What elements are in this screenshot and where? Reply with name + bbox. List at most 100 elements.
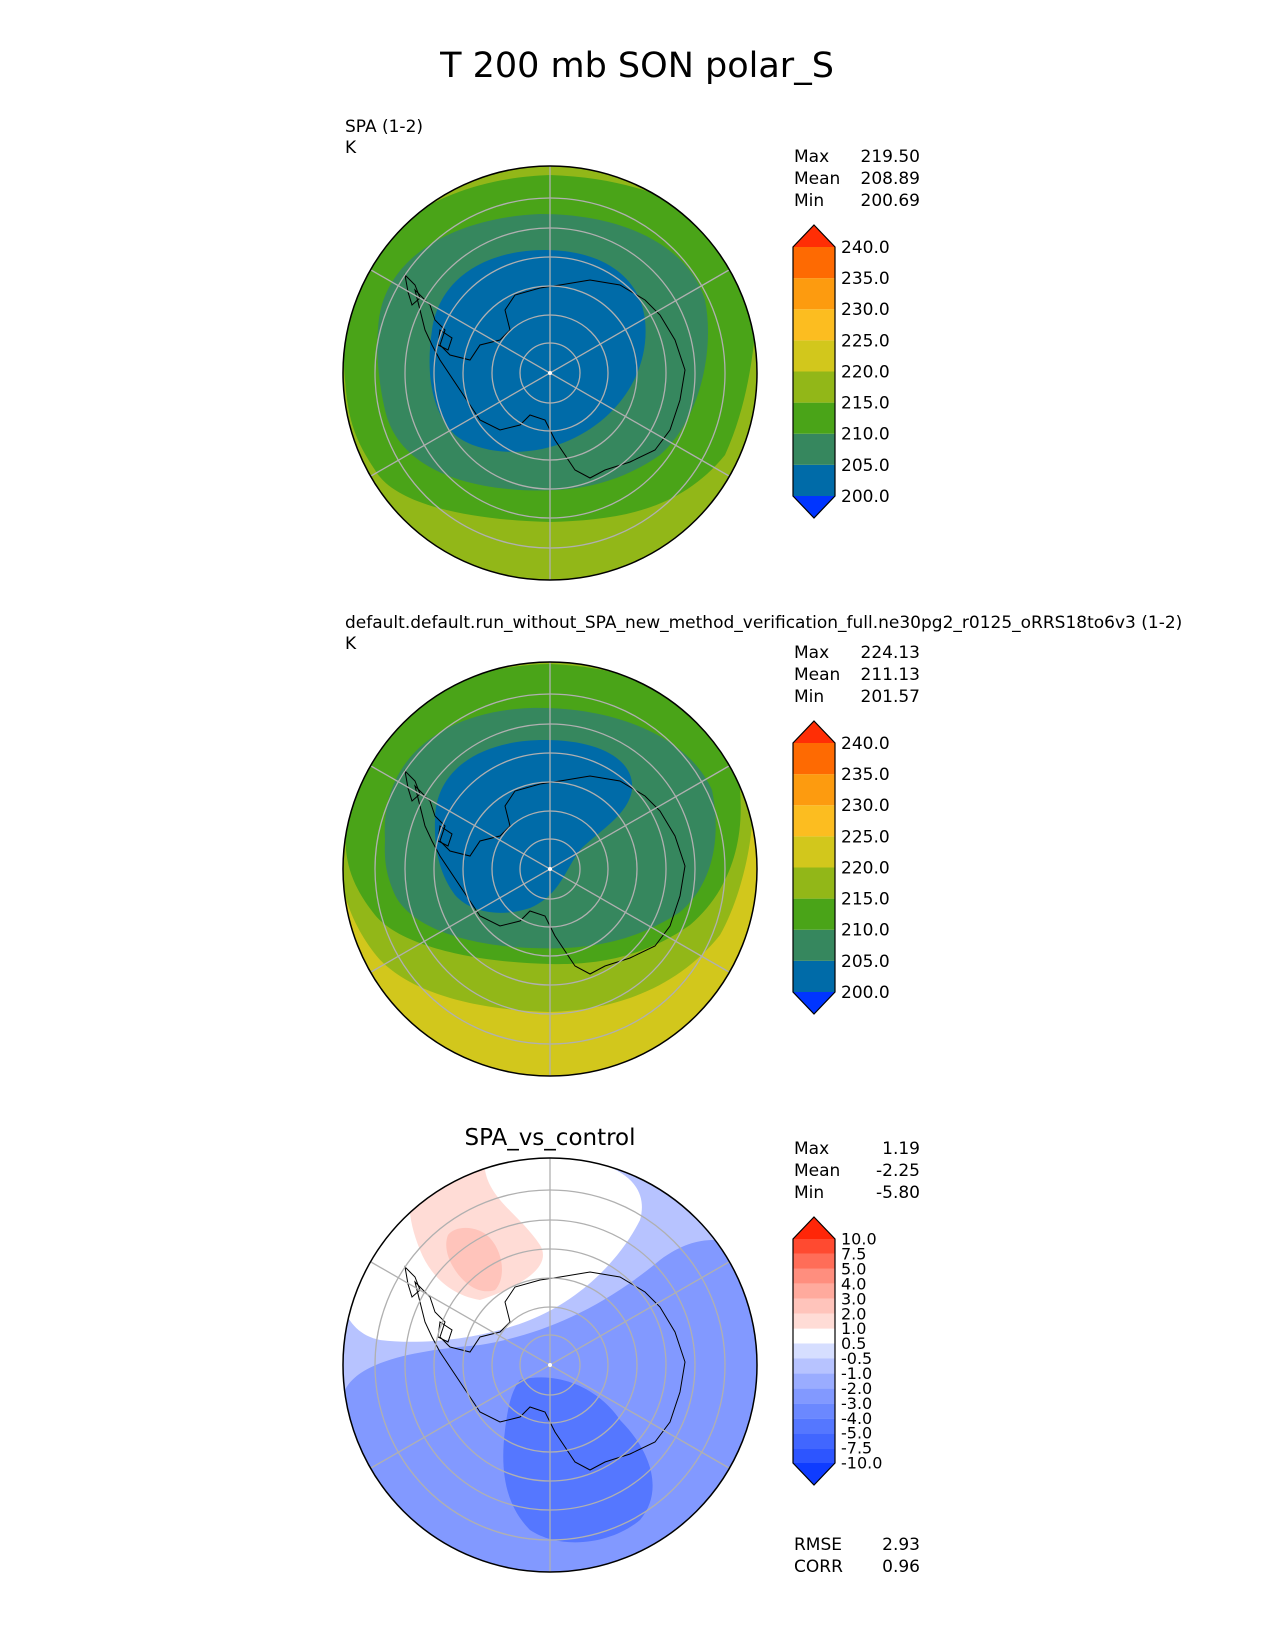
colorbar-segment — [793, 1433, 835, 1449]
region-core-blue — [429, 250, 646, 452]
colorbar-segment — [793, 1388, 835, 1404]
colorbar-segment — [793, 960, 835, 992]
colorbar-tick-label: 240.0 — [841, 734, 890, 754]
stat-label: Mean — [794, 1161, 840, 1181]
stat-value: 208.89 — [861, 169, 920, 189]
panel-title: SPA_vs_control — [464, 1125, 635, 1151]
colorbar-tick-label: 220.0 — [841, 362, 890, 382]
stat-label: Min — [794, 1183, 824, 1203]
metrics-block: RMSE 2.93 CORR 0.96 — [794, 1535, 920, 1577]
stat-label: Max — [794, 1139, 829, 1159]
stat-label: Max — [794, 147, 829, 167]
colorbar-outline — [792, 1216, 836, 1486]
colorbar-segment — [793, 1328, 835, 1344]
colorbar-segment — [793, 1343, 835, 1359]
colorbar-outline — [792, 224, 836, 519]
colorbar: 10.07.55.04.03.02.01.00.5-0.5-1.0-2.0-3.… — [792, 1216, 882, 1486]
colorbar-tick-label: -7.5 — [841, 1439, 872, 1458]
panel-units: K — [345, 138, 357, 158]
stats-block: Max 1.19 Mean -2.25 Min -5.80 — [794, 1139, 920, 1203]
stats-block: Max 224.13 Mean 211.13 Min 201.57 — [794, 643, 920, 707]
colorbar-tick-label: 220.0 — [841, 858, 890, 878]
colorbar-segment — [793, 340, 835, 372]
pole-marker — [548, 1363, 552, 1367]
colorbar-tick-label: 4.0 — [841, 1274, 866, 1293]
stat-value: 211.13 — [861, 665, 920, 685]
panel-reference: default.default.run_without_SPA_new_meth… — [342, 613, 1182, 1077]
colorbar-tick-label: 225.0 — [841, 827, 890, 847]
stat-value: 201.57 — [861, 687, 920, 707]
colorbar-segment — [793, 721, 835, 743]
colorbar-tick-label: 235.0 — [841, 269, 890, 289]
colorbar-tick-label: 205.0 — [841, 952, 890, 972]
colorbar-segment — [793, 1373, 835, 1389]
colorbar-tick-label: -2.0 — [841, 1379, 872, 1398]
colorbar-segment — [793, 1217, 835, 1239]
colorbar-segment — [793, 1283, 835, 1299]
stat-label: Min — [794, 191, 824, 211]
colorbar-tick-label: 240.0 — [841, 238, 890, 258]
colorbar-segment — [793, 1298, 835, 1314]
colorbar-tick-label: 205.0 — [841, 456, 890, 476]
stat-value: 1.19 — [882, 1139, 920, 1159]
colorbar-outline — [792, 720, 836, 1015]
colorbar-segment — [793, 1268, 835, 1284]
region-deep-blue — [503, 1377, 653, 1543]
colorbar-tick-label: 215.0 — [841, 394, 890, 414]
colorbar-tick-label: 210.0 — [841, 921, 890, 941]
colorbar-segment — [793, 1313, 835, 1329]
metric-value: 0.96 — [882, 1557, 920, 1577]
colorbar-segment — [793, 371, 835, 403]
colorbar-segment — [793, 1448, 835, 1463]
panel-label: default.default.run_without_SPA_new_meth… — [345, 613, 1182, 633]
colorbar-segment — [793, 225, 835, 247]
colorbar-segment — [793, 898, 835, 930]
colorbar-tick-label: 225.0 — [841, 331, 890, 351]
region-core-blue — [434, 740, 633, 913]
colorbar-tick-label: -10.0 — [841, 1454, 882, 1473]
colorbar-tick-label: 230.0 — [841, 796, 890, 816]
stat-value: 200.69 — [861, 191, 920, 211]
map-boundary — [342, 661, 758, 1077]
colorbar-tick-label: -5.0 — [841, 1424, 872, 1443]
map-boundary — [342, 165, 758, 581]
colorbar-tick-label: 200.0 — [841, 983, 890, 1003]
colorbar-tick-label: 215.0 — [841, 890, 890, 910]
graticule — [370, 166, 730, 580]
colorbar-segment — [793, 1239, 835, 1254]
panel-units: K — [345, 634, 357, 654]
colorbar-tick-label: -1.0 — [841, 1364, 872, 1383]
stat-value: 219.50 — [861, 147, 920, 167]
map-boundary — [342, 1157, 758, 1573]
figure-title: T 200 mb SON polar_S — [439, 46, 834, 86]
colorbar-tick-label: 0.5 — [841, 1334, 866, 1353]
colorbar-tick-label: 3.0 — [841, 1289, 866, 1308]
colorbar-tick-label: 2.0 — [841, 1304, 866, 1323]
colorbar-segment — [793, 1463, 835, 1485]
stat-label: Min — [794, 687, 824, 707]
colorbar-segment — [793, 309, 835, 341]
colorbar-tick-label: 1.0 — [841, 1319, 866, 1338]
colorbar-segment — [793, 992, 835, 1014]
colorbar-tick-label: -3.0 — [841, 1394, 872, 1413]
colorbar-tick-label: 10.0 — [841, 1230, 877, 1249]
colorbar-segment — [793, 836, 835, 868]
region-red-core — [446, 1227, 502, 1292]
colorbar-tick-label: 7.5 — [841, 1245, 866, 1264]
graticule — [370, 662, 730, 1076]
colorbar-segment — [793, 1403, 835, 1419]
colorbar-segment — [793, 464, 835, 496]
colorbar: 240.0 235.0 230.0 225.0 220.0 215.0 210.0 205.0… — [792, 720, 890, 1015]
panel-label: SPA (1-2) — [345, 117, 423, 137]
stat-label: Max — [794, 643, 829, 663]
stat-label: Mean — [794, 665, 840, 685]
stats-block: Max 219.50 Mean 208.89 Min 200.69 — [794, 147, 920, 211]
panel-test: SPA (1-2) K Max — [342, 117, 920, 581]
colorbar-tick-label: 235.0 — [841, 765, 890, 785]
pole-marker — [548, 867, 552, 871]
colorbar-segment — [793, 278, 835, 310]
stat-value: -2.25 — [876, 1161, 920, 1181]
colorbar-segment — [793, 805, 835, 837]
colorbar-tick-label: 200.0 — [841, 487, 890, 507]
